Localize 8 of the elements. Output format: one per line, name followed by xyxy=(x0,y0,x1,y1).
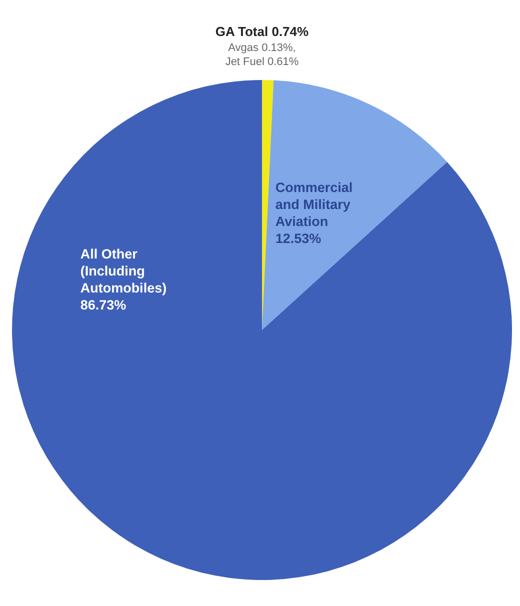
slice-label: All Other (Including Automobiles) xyxy=(80,246,167,296)
data-label: 12.53% xyxy=(275,230,322,246)
data-label: 86.73% xyxy=(80,298,126,313)
pie-slice xyxy=(262,80,448,330)
pie-slice xyxy=(12,80,512,580)
slice-label: GA Total 0.74% xyxy=(215,24,310,39)
text: Avgas 0.13%, Jet Fuel 0.61% xyxy=(225,42,299,68)
slice-label: Commercial and Military Aviation xyxy=(275,180,353,229)
